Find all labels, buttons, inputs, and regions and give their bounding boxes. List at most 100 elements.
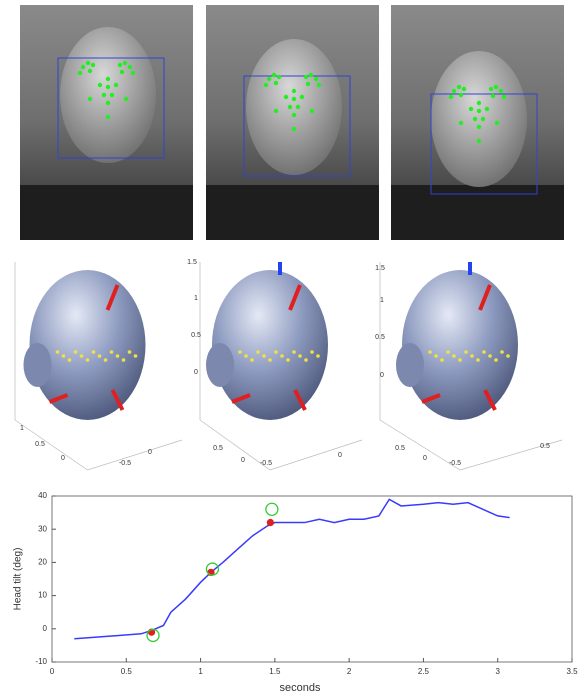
mesh-point [128, 350, 132, 354]
mesh-point [250, 358, 254, 362]
landmark [106, 115, 110, 119]
landmark [114, 83, 118, 87]
landmark [449, 95, 453, 99]
x-axis-label: seconds [280, 682, 321, 694]
axis-tick-label: -0.5 [449, 460, 461, 467]
mesh-point [244, 354, 248, 358]
axis-tick-label: 1 [194, 295, 198, 302]
landmark [118, 63, 122, 67]
x-tick-label: 0.5 [121, 667, 133, 676]
mesh-point [494, 358, 498, 362]
landmark [128, 65, 132, 69]
landmark [272, 73, 276, 77]
x-tick-label: 2.5 [418, 667, 430, 676]
axis-tick-label: -0.5 [119, 460, 131, 467]
landmark [502, 95, 506, 99]
mesh-point [98, 354, 102, 358]
landmark [120, 70, 124, 74]
landmark [462, 87, 466, 91]
axis-tick-label: 0 [380, 372, 384, 379]
mesh-point [434, 354, 438, 358]
landmark [102, 93, 106, 97]
landmark [477, 139, 481, 143]
face [60, 27, 156, 163]
mesh-point [452, 354, 456, 358]
mesh-point [134, 354, 138, 358]
landmark [314, 77, 318, 81]
mesh-point [238, 350, 242, 354]
x-tick-label: 0 [50, 667, 55, 676]
mesh-point [428, 350, 432, 354]
mesh-point [488, 354, 492, 358]
head-ear [396, 343, 424, 387]
landmark [292, 113, 296, 117]
photo-row [20, 5, 564, 240]
landmark [292, 89, 296, 93]
mesh-point [316, 354, 320, 358]
landmark [296, 105, 300, 109]
landmark [267, 77, 271, 81]
landmark [306, 82, 310, 86]
mesh-point [440, 358, 444, 362]
figure: 10.500-0.51.510.500.500-0.51.510.500.50-… [0, 0, 580, 694]
mesh-point [280, 354, 284, 358]
mesh-point [506, 354, 510, 358]
landmark [317, 83, 321, 87]
mesh-point [310, 350, 314, 354]
x-tick-label: 2 [347, 667, 352, 676]
landmark [473, 117, 477, 121]
landmark [274, 109, 278, 113]
landmark [469, 107, 473, 111]
landmark [284, 95, 288, 99]
landmark [477, 101, 481, 105]
landmark [88, 97, 92, 101]
mesh-point [458, 358, 462, 362]
landmark [499, 89, 503, 93]
mesh-point [122, 358, 126, 362]
data-circle [266, 503, 278, 515]
mesh-point [268, 358, 272, 362]
x-tick-label: 3 [495, 667, 500, 676]
landmark [81, 65, 85, 69]
landmark [123, 61, 127, 65]
y-tick-label: 0 [43, 624, 48, 633]
mesh-point [482, 350, 486, 354]
mesh-point [68, 358, 72, 362]
axis-tick-label: 0 [423, 455, 427, 462]
mesh-point [464, 350, 468, 354]
head-row: 10.500-0.51.510.500.500-0.51.510.500.50-… [15, 259, 562, 470]
page: {"head_plots": [ {"tick_labels": ["1", "… [0, 0, 580, 694]
axis-tick-label: 0.5 [375, 334, 385, 341]
landmark [86, 61, 90, 65]
landmark [309, 73, 313, 77]
axis-tick-label: 0 [194, 369, 198, 376]
mesh-point [256, 350, 260, 354]
mesh-point [86, 358, 90, 362]
shirt [206, 185, 379, 240]
landmark [495, 121, 499, 125]
shirt [20, 185, 193, 240]
landmark [264, 83, 268, 87]
mesh-point [500, 350, 504, 354]
axis-tick-label: 0.5 [35, 441, 45, 448]
mesh-point [274, 350, 278, 354]
axis-tick-label: -0.5 [260, 460, 272, 467]
y-tick-label: 10 [38, 591, 47, 600]
landmark [491, 94, 495, 98]
landmark [288, 105, 292, 109]
landmark [91, 63, 95, 67]
mesh-point [92, 350, 96, 354]
landmark [310, 109, 314, 113]
axis-tick-label: 1 [20, 425, 24, 432]
landmark [124, 97, 128, 101]
mesh-point [110, 350, 114, 354]
landmark [489, 87, 493, 91]
mesh-point [286, 358, 290, 362]
y-tick-label: 30 [38, 524, 47, 533]
head-mesh [30, 270, 146, 420]
landmark [106, 77, 110, 81]
landmark [477, 125, 481, 129]
mesh-point [470, 354, 474, 358]
mesh-point [56, 350, 60, 354]
landmark [452, 89, 456, 93]
